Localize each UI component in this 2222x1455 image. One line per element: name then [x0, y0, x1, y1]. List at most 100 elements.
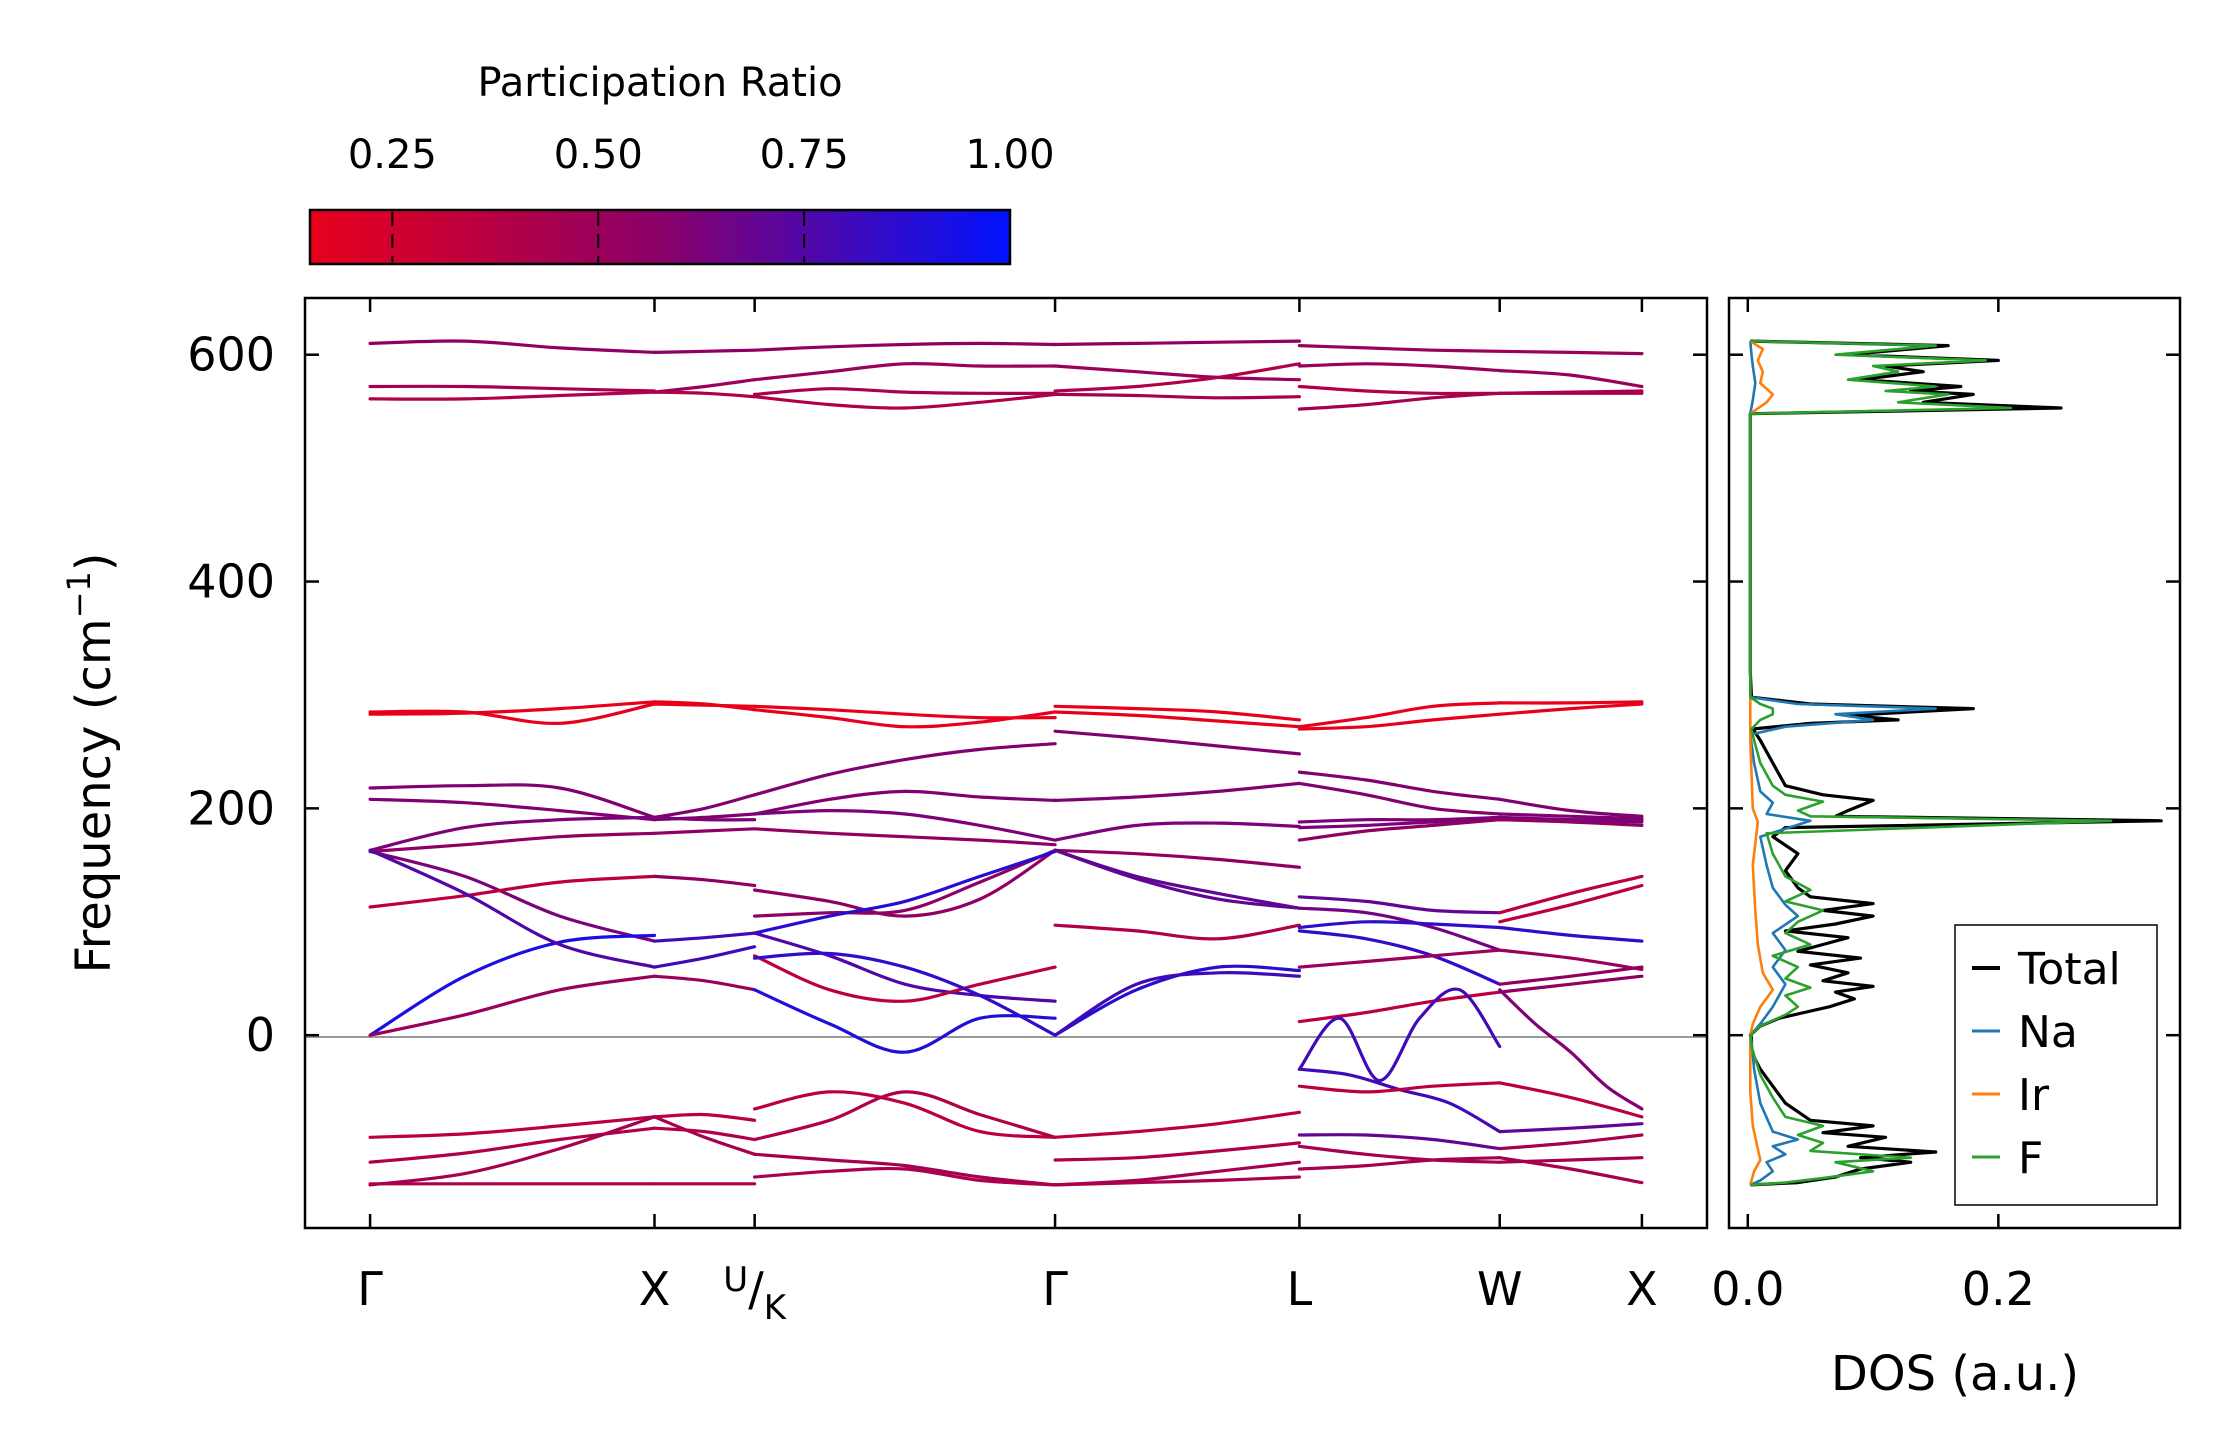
- band-line: [368, 974, 657, 1037]
- k-point-label: X: [639, 1262, 671, 1316]
- band-line: [753, 808, 1057, 842]
- band-line: [652, 1126, 757, 1142]
- y-tick-label: 400: [187, 555, 275, 609]
- band-line: [1297, 1156, 1502, 1171]
- band-line: [1498, 1156, 1644, 1185]
- band-line: [753, 1166, 1057, 1187]
- band-line: [1297, 920, 1502, 930]
- band-line: [753, 954, 1057, 1003]
- band-line: [753, 742, 1057, 797]
- band-line: [1297, 929, 1502, 986]
- colorbar: Participation Ratio 0.25 0.50 0.75 1.00: [308, 60, 1055, 266]
- colorbar-tick-label: 0.50: [554, 132, 643, 178]
- k-point-label: W: [1477, 1262, 1522, 1316]
- k-point-label: Γ: [1042, 1262, 1068, 1316]
- band-line: [753, 362, 1057, 382]
- band-line: [368, 700, 657, 716]
- band-line: [368, 848, 657, 969]
- y-tick-label: 0: [246, 1008, 275, 1062]
- band-line: [368, 390, 657, 401]
- y-axis-title: Frequency (cm−1): [60, 552, 122, 973]
- band-line: [368, 1115, 657, 1139]
- band-line: [1498, 702, 1644, 716]
- legend-label: Na: [2018, 1007, 2078, 1058]
- band-line: [1498, 815, 1644, 824]
- band-line: [753, 1090, 1057, 1139]
- band-line: [1053, 923, 1301, 941]
- band-line: [1297, 1144, 1502, 1164]
- band-line: [753, 387, 1057, 396]
- dos-series-f: [1749, 339, 2113, 1187]
- band-line: [1053, 392, 1301, 400]
- band-line: [652, 793, 757, 819]
- band-line: [1297, 987, 1502, 1083]
- band-y-ticks: 0 200 400 600: [187, 328, 1707, 1062]
- band-line: [753, 1090, 1057, 1142]
- band-line: [368, 702, 657, 725]
- band-line: [1498, 369, 1644, 389]
- band-line: [1053, 704, 1301, 722]
- band-line: [652, 931, 757, 943]
- legend-label: Ir: [2018, 1070, 2050, 1121]
- band-line: [1297, 391, 1502, 411]
- band-line: [1053, 1110, 1301, 1139]
- band-line: [652, 378, 757, 394]
- band-line: [1297, 344, 1502, 353]
- colorbar-title: Participation Ratio: [477, 60, 842, 106]
- band-line: [652, 874, 757, 888]
- band-line: [1053, 1175, 1301, 1187]
- band-line: [1297, 990, 1502, 1024]
- band-x-ticks: Γ X U/K Γ L W X: [357, 298, 1658, 1328]
- colorbar-gradient: [308, 208, 1012, 266]
- band-line: [1297, 1081, 1502, 1094]
- band-line: [1053, 848, 1301, 869]
- band-line: [368, 1126, 657, 1164]
- k-point-label: Γ: [357, 1262, 383, 1316]
- band-line: [368, 849, 657, 943]
- dos-axes-frame: [1727, 296, 2182, 1230]
- band-line: [1053, 781, 1301, 802]
- band-line: [1498, 389, 1644, 395]
- band-line: [1498, 974, 1644, 994]
- dos-series-na: [1749, 340, 1937, 1187]
- colorbar-ticks: 0.25 0.50 0.75 1.00: [348, 132, 1055, 262]
- band-line: [652, 390, 757, 399]
- band-line: [1498, 797, 1644, 818]
- band-line: [652, 827, 757, 835]
- dos-x-axis-title: DOS (a.u.): [1831, 1346, 2079, 1402]
- band-line: [1498, 818, 1644, 827]
- band-line: [1053, 1141, 1301, 1162]
- y-tick-label: 200: [187, 781, 275, 835]
- k-point-label: L: [1287, 1262, 1313, 1316]
- dos-ticks: 0.0 0.2: [1711, 298, 2180, 1316]
- band-line: [753, 704, 1057, 720]
- band-line: [1498, 1081, 1644, 1119]
- band-line: [753, 708, 1057, 729]
- band-line: [753, 849, 1057, 935]
- k-point-label: U/K: [723, 1260, 787, 1328]
- band-line: [1498, 700, 1644, 705]
- band-line: [368, 797, 657, 822]
- band-line: [1297, 362, 1502, 373]
- colorbar-tick-label: 0.75: [760, 132, 849, 178]
- band-line: [652, 700, 757, 712]
- band-line: [1498, 812, 1644, 821]
- band-line: [1498, 988, 1644, 1111]
- band-line: [368, 874, 657, 909]
- band-line: [1297, 818, 1502, 842]
- dos-lines: [1748, 339, 2163, 1187]
- band-line: [1297, 701, 1502, 729]
- dos-series-ir: [1749, 340, 1775, 1186]
- band-line: [753, 988, 1057, 1054]
- band-line: [1053, 339, 1301, 347]
- dos-x-tick-label: 0.0: [1711, 1262, 1784, 1316]
- band-line: [652, 1115, 757, 1156]
- band-line: [1498, 948, 1644, 971]
- band-line: [1297, 781, 1502, 816]
- y-tick-label: 600: [187, 328, 275, 382]
- band-line: [652, 945, 757, 969]
- band-line: [1297, 384, 1502, 396]
- band-line: [1297, 815, 1502, 824]
- band-line: [368, 1115, 657, 1187]
